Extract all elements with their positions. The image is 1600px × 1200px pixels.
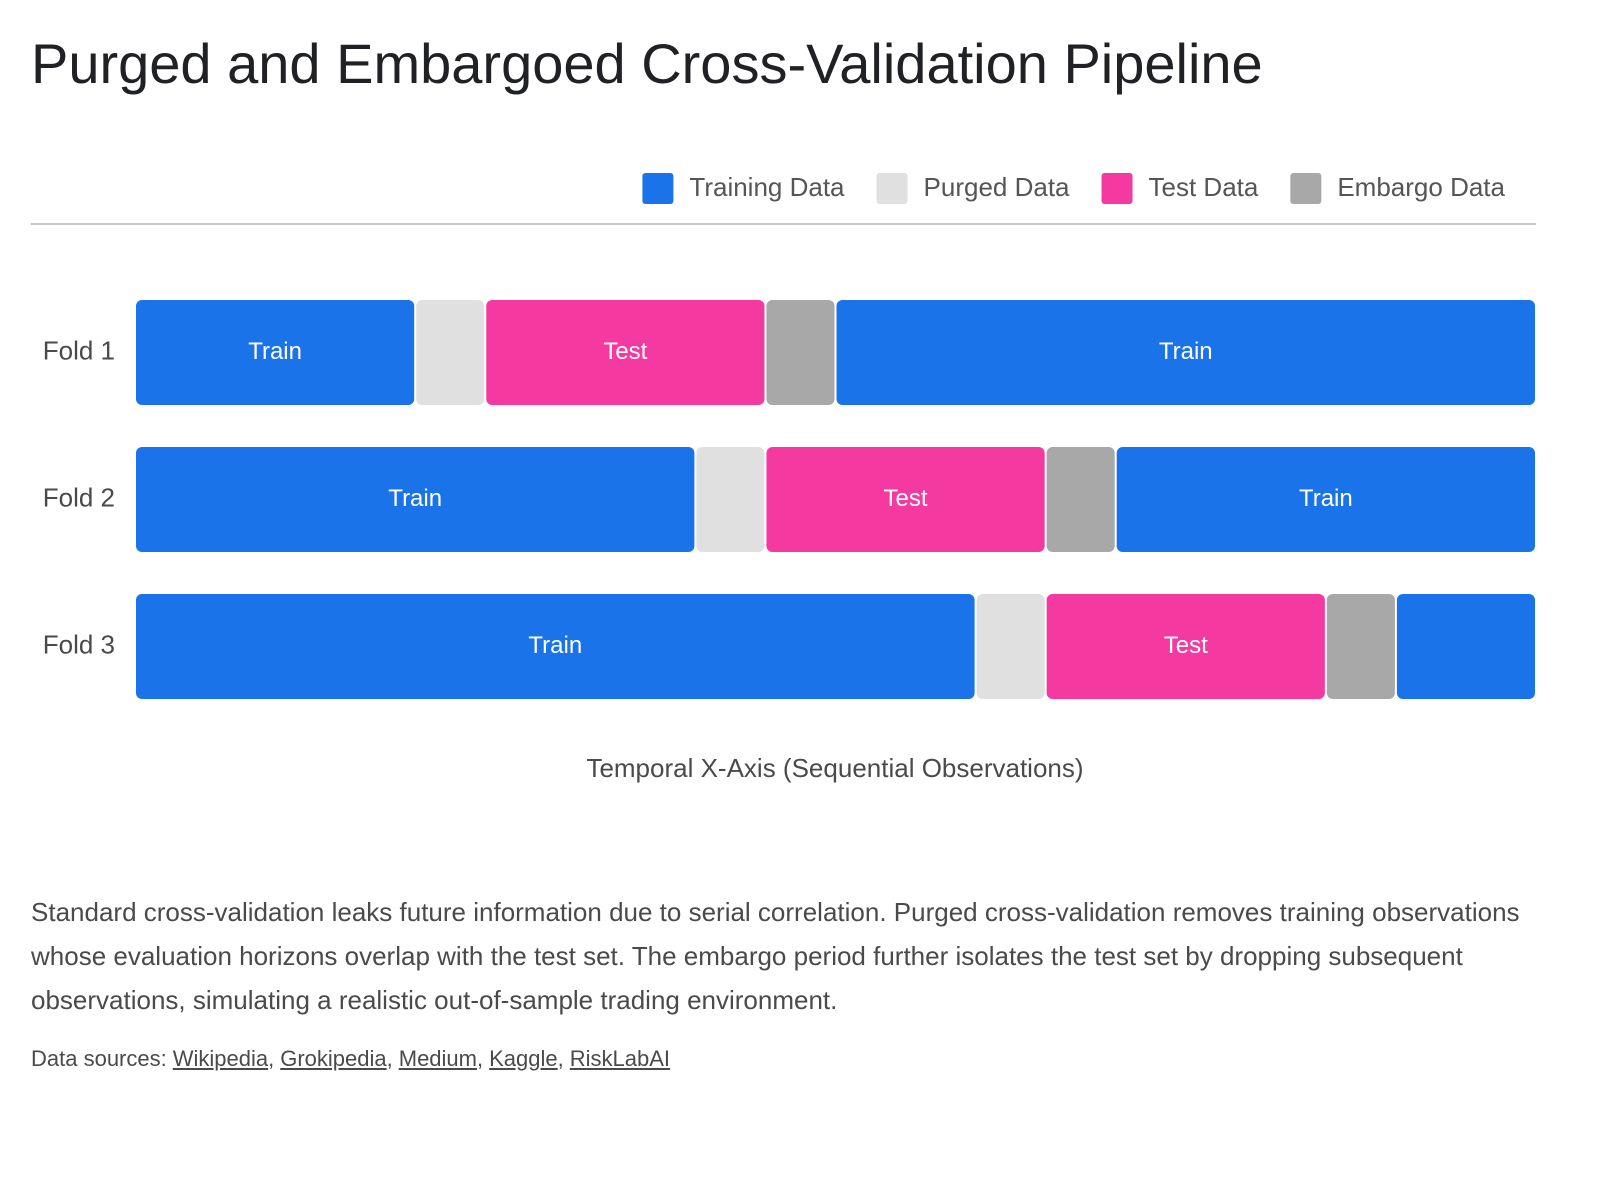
segment-label: Train	[248, 338, 302, 365]
segment	[696, 447, 765, 552]
source-link[interactable]: Medium	[399, 1046, 483, 1071]
segment	[1396, 594, 1535, 699]
segment-label: Train	[1159, 338, 1213, 365]
source-link[interactable]: Grokipedia	[280, 1046, 393, 1071]
sources: Data sources:WikipediaGrokipediaMediumKa…	[31, 1046, 670, 1072]
segment	[1046, 594, 1325, 699]
segment	[136, 300, 415, 405]
segment-label: Test	[603, 338, 647, 365]
legend-swatch	[1290, 173, 1322, 204]
chart: Purged and Embargoed Cross-Validation Pi…	[31, 32, 1536, 783]
x-axis-label: Temporal X-Axis (Sequential Observations…	[586, 753, 1083, 783]
segment-label: Train	[388, 485, 442, 512]
description: Standard cross-validation leaks future i…	[31, 897, 1520, 1015]
fold-label: Fold 1	[43, 335, 115, 365]
segment	[136, 447, 695, 552]
legend-swatch	[876, 173, 908, 204]
segment	[766, 300, 835, 405]
segment	[1046, 447, 1115, 552]
segment	[766, 447, 1045, 552]
segment-label: Test	[1164, 632, 1208, 659]
segment	[1326, 594, 1395, 699]
chart-title: Purged and Embargoed Cross-Validation Pi…	[31, 32, 1263, 95]
source-link[interactable]: Wikipedia	[173, 1046, 275, 1071]
segment-label: Train	[1299, 485, 1353, 512]
segment	[1116, 447, 1535, 552]
legend-swatch	[642, 173, 674, 204]
segment-label: Train	[528, 632, 582, 659]
legend-label: Training Data	[689, 172, 845, 202]
segment	[836, 300, 1535, 405]
segment	[136, 594, 975, 699]
legend-label: Test Data	[1149, 172, 1259, 202]
legend-label: Embargo Data	[1337, 172, 1505, 202]
sources-label: Data sources:	[31, 1046, 167, 1071]
segment	[976, 594, 1045, 699]
segment	[486, 300, 765, 405]
segment	[416, 300, 485, 405]
legend-swatch	[1101, 173, 1133, 204]
fold-label: Fold 2	[43, 482, 115, 512]
fold-label: Fold 3	[43, 629, 115, 659]
source-link[interactable]: Kaggle	[489, 1046, 564, 1071]
legend-label: Purged Data	[924, 172, 1071, 202]
source-link[interactable]: RiskLabAI	[569, 1046, 671, 1071]
segment-label: Test	[884, 485, 928, 512]
